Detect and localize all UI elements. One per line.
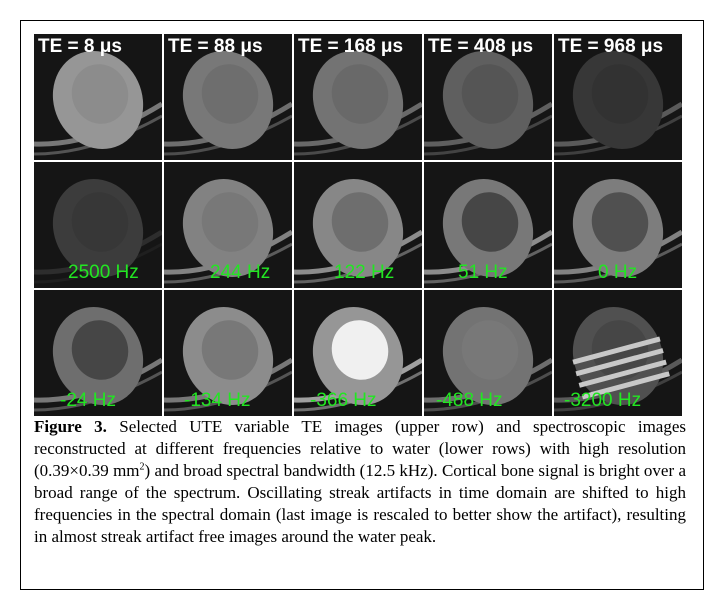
mri-image: 0 Hz xyxy=(554,162,682,288)
mri-image: -134 Hz xyxy=(164,290,292,416)
mri-image: TE = 968 μs xyxy=(554,34,682,160)
frequency-label: 0 Hz xyxy=(598,262,637,284)
te-label: TE = 168 μs xyxy=(298,36,403,58)
frequency-label: 244 Hz xyxy=(210,262,270,284)
mri-image: TE = 168 μs xyxy=(294,34,422,160)
page: TE = 8 μs TE = 88 μs TE = 168 μs TE = 408 μ… xyxy=(0,0,724,611)
mri-image: 2500 Hz xyxy=(34,162,162,288)
caption-label: Figure 3. xyxy=(34,417,107,436)
mri-image: 244 Hz xyxy=(164,162,292,288)
figure-caption: Figure 3. Selected UTE variable TE image… xyxy=(34,416,686,548)
frequency-label: -3200 Hz xyxy=(564,390,641,412)
frequency-label: -488 Hz xyxy=(436,390,503,412)
frequency-label: -24 Hz xyxy=(60,390,116,412)
mri-image: -366 Hz xyxy=(294,290,422,416)
frequency-label: -134 Hz xyxy=(184,390,251,412)
mri-image: TE = 88 μs xyxy=(164,34,292,160)
mri-image: -3200 Hz xyxy=(554,290,682,416)
te-label: TE = 968 μs xyxy=(558,36,663,58)
mri-image: -488 Hz xyxy=(424,290,552,416)
mri-image: 51 Hz xyxy=(424,162,552,288)
mri-image: 122 Hz xyxy=(294,162,422,288)
mri-image: -24 Hz xyxy=(34,290,162,416)
frequency-label: -366 Hz xyxy=(310,390,377,412)
te-label: TE = 8 μs xyxy=(38,36,122,58)
frequency-label: 122 Hz xyxy=(334,262,394,284)
frequency-label: 51 Hz xyxy=(458,262,508,284)
te-label: TE = 408 μs xyxy=(428,36,533,58)
frequency-label: 2500 Hz xyxy=(68,262,139,284)
mri-image: TE = 408 μs xyxy=(424,34,552,160)
te-label: TE = 88 μs xyxy=(168,36,263,58)
mri-image: TE = 8 μs xyxy=(34,34,162,160)
